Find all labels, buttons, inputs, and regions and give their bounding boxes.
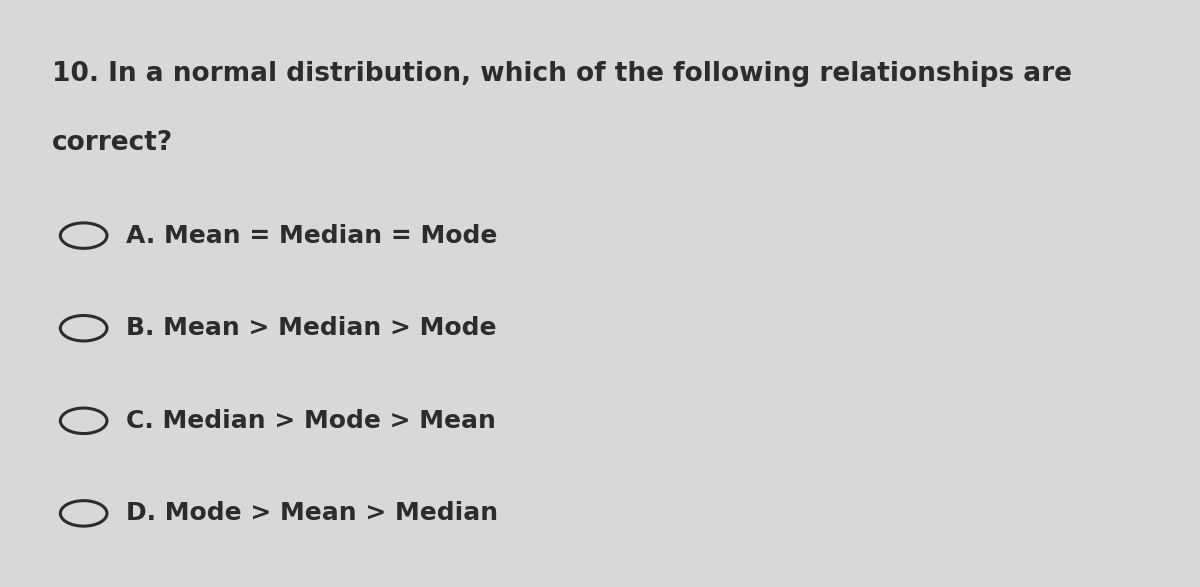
Text: A. Mean = Median = Mode: A. Mean = Median = Mode: [126, 224, 498, 248]
Text: 10. In a normal distribution, which of the following relationships are: 10. In a normal distribution, which of t…: [52, 60, 1072, 87]
Text: D. Mode > Mean > Median: D. Mode > Mean > Median: [126, 501, 498, 525]
Text: C. Median > Mode > Mean: C. Median > Mode > Mean: [126, 409, 496, 433]
Text: correct?: correct?: [52, 130, 173, 156]
Text: B. Mean > Median > Mode: B. Mean > Median > Mode: [126, 316, 497, 340]
